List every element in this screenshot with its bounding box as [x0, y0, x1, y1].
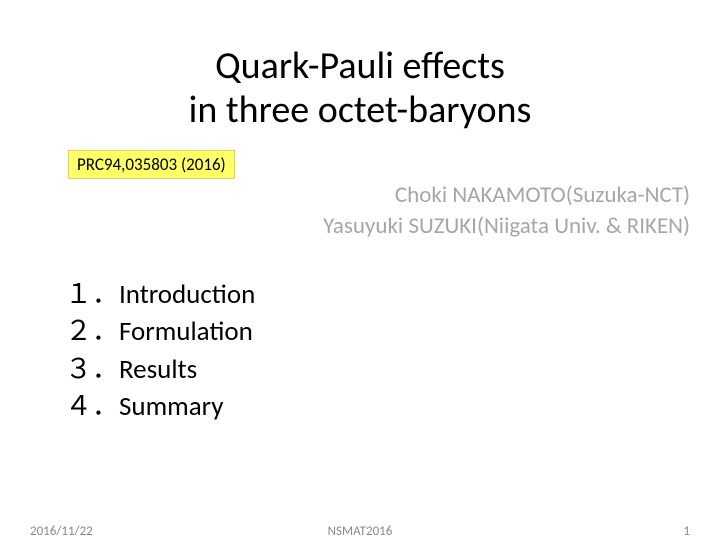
outline-item: １．Introduction	[65, 276, 255, 313]
outline-num: ２．	[65, 313, 119, 350]
author-1: Choki NAKAMOTO(Suzuka-NCT)	[323, 180, 690, 211]
outline-label: Formulation	[119, 315, 253, 348]
footer-conference: NSMAT2016	[0, 524, 720, 539]
outline-label: Introduction	[119, 278, 255, 311]
title-line-1: Quark-Pauli effects	[0, 45, 720, 89]
outline-label: Results	[119, 353, 197, 386]
outline-item: ３．Results	[65, 351, 255, 388]
outline-item: ４．Summary	[65, 388, 255, 425]
slide: Quark-Pauli effects in three octet-baryo…	[0, 0, 720, 540]
outline-label: Summary	[119, 390, 223, 423]
outline-item: ２．Formulation	[65, 313, 255, 350]
outline-num: ４．	[65, 388, 119, 425]
title-block: Quark-Pauli effects in three octet-baryo…	[0, 0, 720, 132]
authors-block: Choki NAKAMOTO(Suzuka-NCT) Yasuyuki SUZU…	[323, 180, 690, 242]
outline-num: ３．	[65, 351, 119, 388]
reference-badge: PRC94,035803 (2016)	[68, 150, 235, 179]
outline-num: １．	[65, 276, 119, 313]
footer-page-number: 1	[683, 524, 690, 539]
author-2: Yasuyuki SUZUKI(Niigata Univ. & RIKEN)	[323, 211, 690, 242]
outline-list: １．Introduction ２．Formulation ３．Results ４…	[65, 276, 255, 425]
title-line-2: in three octet-baryons	[0, 89, 720, 133]
